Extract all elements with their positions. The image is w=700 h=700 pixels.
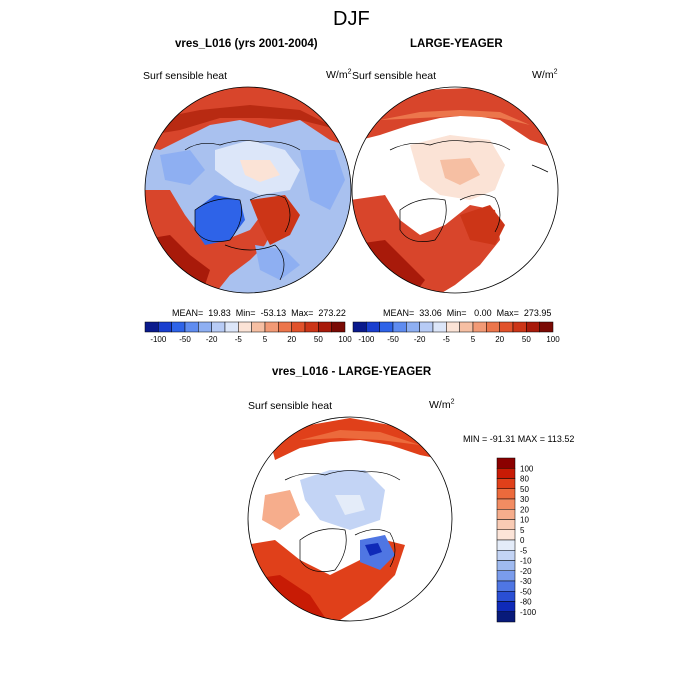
colorbar2-swatch (419, 321, 434, 333)
colorbar3-swatch (496, 488, 516, 500)
colorbar3-swatch (496, 539, 516, 551)
colorbar3-swatch (496, 468, 516, 479)
colorbar1-swatch (238, 321, 252, 333)
colorbar1-swatch (278, 321, 292, 333)
colorbar1-tick-label: 5 (263, 335, 268, 344)
colorbar1-swatch (198, 321, 212, 333)
colorbar3-tick-label: 80 (520, 475, 529, 484)
colorbar2-swatch (499, 321, 514, 333)
colorbar1-swatch (304, 321, 319, 333)
panel3-title: vres_L016 - LARGE-YEAGER (272, 366, 432, 378)
colorbar2-tick-label: 50 (522, 335, 531, 344)
colorbar1-swatch (251, 321, 266, 333)
panel3-units: W/m2 (429, 398, 455, 412)
colorbar3-tick-label: -20 (520, 567, 532, 576)
colorbar2-swatch (406, 321, 420, 333)
colorbar3-tick-label: -50 (520, 587, 532, 596)
colorbar3-tick-label: -5 (520, 546, 528, 555)
colorbar1-swatch (264, 321, 279, 333)
colorbar2-tick-label: 20 (495, 335, 504, 344)
colorbar1-swatch (158, 321, 172, 333)
colorbar1-tick-label: -5 (235, 335, 243, 344)
colorbar2-tick-label: 5 (471, 335, 476, 344)
panel3-minmax: MIN = -91.31 MAX = 113.52 (463, 434, 575, 444)
colorbar2-tick-label: -50 (387, 335, 399, 344)
figure-title: DJF (333, 8, 370, 30)
colorbar2-swatch (459, 321, 474, 333)
colorbar3-swatch (496, 529, 516, 541)
panel2-units: W/m2 (532, 68, 558, 82)
colorbar2-swatch (352, 321, 367, 333)
colorbar1-tick-label: 50 (314, 335, 323, 344)
colorbar1-swatch (211, 321, 226, 333)
colorbar2-swatch (379, 321, 394, 333)
colorbar-panel1: -100 -50 -20 -5 5 20 50 100 (144, 321, 352, 344)
colorbar3-swatch (496, 550, 516, 561)
colorbar3-tick-label: 20 (520, 505, 529, 514)
colorbar3-swatch (496, 601, 516, 612)
colorbar3-swatch (496, 519, 516, 530)
colorbar1-tick-label: -100 (150, 335, 167, 344)
colorbar3-tick-label: 50 (520, 485, 529, 494)
colorbar1-swatch (318, 321, 332, 333)
colorbar1-tick-label: -20 (206, 335, 218, 344)
colorbar1-swatch (171, 321, 186, 333)
colorbar3-tick-label: 100 (520, 464, 534, 473)
colorbar3-swatch (496, 509, 516, 520)
colorbar3-tick-label: 0 (520, 536, 525, 545)
colorbar1-swatch (184, 321, 199, 333)
panel2-variable: Surf sensible heat (352, 70, 437, 82)
colorbar2-swatch (486, 321, 500, 333)
panel3-map (247, 416, 453, 622)
colorbar2-swatch (392, 321, 407, 333)
colorbar3-swatch (496, 580, 516, 592)
colorbar1-swatch (331, 321, 346, 333)
colorbar3-tick-label: -30 (520, 577, 532, 586)
colorbar1-swatch (144, 321, 159, 333)
colorbar2-tick-label: 100 (546, 335, 560, 344)
colorbar1-tick-label: 20 (287, 335, 296, 344)
colorbar3-tick-label: -100 (520, 608, 537, 617)
colorbar3-swatch (496, 478, 516, 489)
panel2-title: LARGE-YEAGER (410, 38, 503, 50)
colorbar2-swatch (512, 321, 527, 333)
colorbar2-swatch (366, 321, 380, 333)
colorbar2-tick-label: -100 (358, 335, 375, 344)
colorbar3-tick-label: 10 (520, 516, 529, 525)
panel1-stats: MEAN= 19.83 Min= -53.13 Max= 273.22 (172, 308, 346, 318)
colorbar2-swatch (539, 321, 554, 333)
panel1-variable: Surf sensible heat (143, 70, 228, 82)
colorbar3-swatch (496, 498, 516, 510)
colorbar1-swatch (224, 321, 239, 333)
panel1-title: vres_L016 (yrs 2001-2004) (175, 38, 318, 50)
panel2-stats: MEAN= 33.06 Min= 0.00 Max= 273.95 (383, 308, 552, 318)
colorbar-panel2: -100 -50 -20 -5 5 20 50 100 (352, 321, 560, 344)
colorbar2-swatch (472, 321, 487, 333)
colorbar3-tick-label: 5 (520, 526, 525, 535)
colorbar2-tick-label: -5 (443, 335, 451, 344)
panel1-units: W/m2 (326, 68, 352, 82)
colorbar1-tick-label: -50 (179, 335, 191, 344)
colorbar2-tick-label: -20 (414, 335, 426, 344)
panel1-map (144, 86, 352, 294)
colorbar3-swatch (496, 457, 516, 469)
colorbar1-swatch (291, 321, 306, 333)
colorbar3-swatch (496, 560, 516, 571)
panel2-map (351, 86, 559, 294)
colorbar3-swatch (496, 591, 516, 602)
colorbar2-swatch (526, 321, 540, 333)
colorbar3-tick-label: -10 (520, 557, 532, 566)
colorbar3-swatch (496, 611, 516, 623)
colorbar2-swatch (446, 321, 460, 333)
panel3-variable: Surf sensible heat (248, 400, 333, 412)
colorbar3-swatch (496, 570, 516, 582)
colorbar2-swatch (432, 321, 447, 333)
colorbar3-tick-label: -80 (520, 598, 532, 607)
colorbar3-tick-label: 30 (520, 495, 529, 504)
colorbar1-tick-label: 100 (338, 335, 352, 344)
